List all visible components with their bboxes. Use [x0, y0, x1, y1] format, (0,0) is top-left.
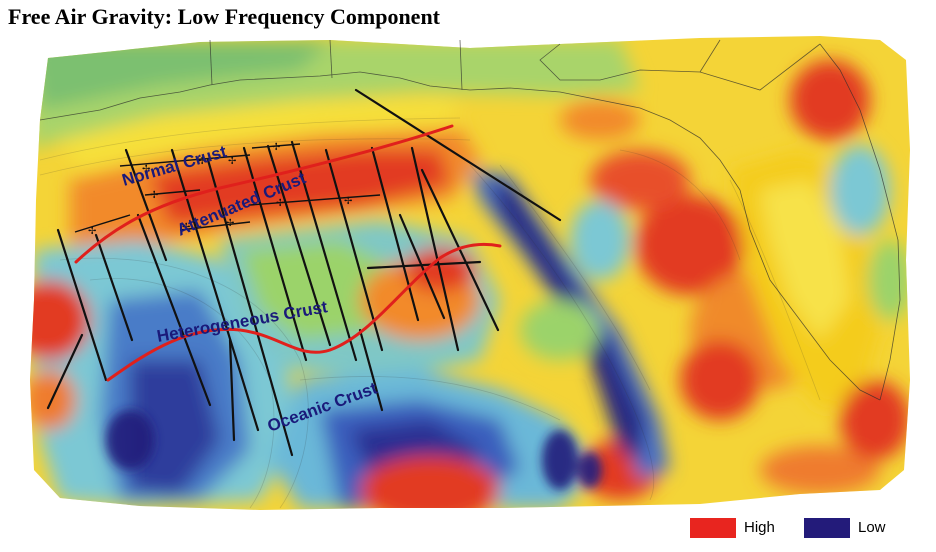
coastline — [39, 39, 901, 401]
legend-low-label: Low — [858, 519, 886, 536]
svg-text:✢: ✢ — [182, 222, 190, 233]
map-title: Free Air Gravity: Low Frequency Componen… — [8, 4, 441, 29]
seismic-lines — [46, 88, 562, 457]
svg-text:✢: ✢ — [228, 156, 236, 167]
legend-high-label: High — [744, 519, 775, 536]
contour-lines — [39, 117, 821, 509]
crustal-boundaries — [74, 124, 502, 382]
svg-text:✢: ✢ — [276, 198, 284, 209]
svg-text:✢: ✢ — [150, 190, 158, 201]
svg-text:✢: ✢ — [226, 218, 234, 229]
svg-text:✢: ✢ — [88, 226, 96, 237]
svg-text:✢: ✢ — [344, 196, 352, 207]
svg-text:✢: ✢ — [142, 164, 150, 175]
fold-symbols: ✢ ✢ ✢ ✢ ✢ ✢ ✢ ✢ ✢ ✢ — [88, 142, 352, 237]
svg-text:✢: ✢ — [272, 142, 280, 153]
svg-text:✢: ✢ — [198, 156, 206, 167]
legend-high-swatch — [690, 518, 736, 538]
fold-axes — [74, 143, 381, 233]
legend-low-swatch — [804, 518, 850, 538]
